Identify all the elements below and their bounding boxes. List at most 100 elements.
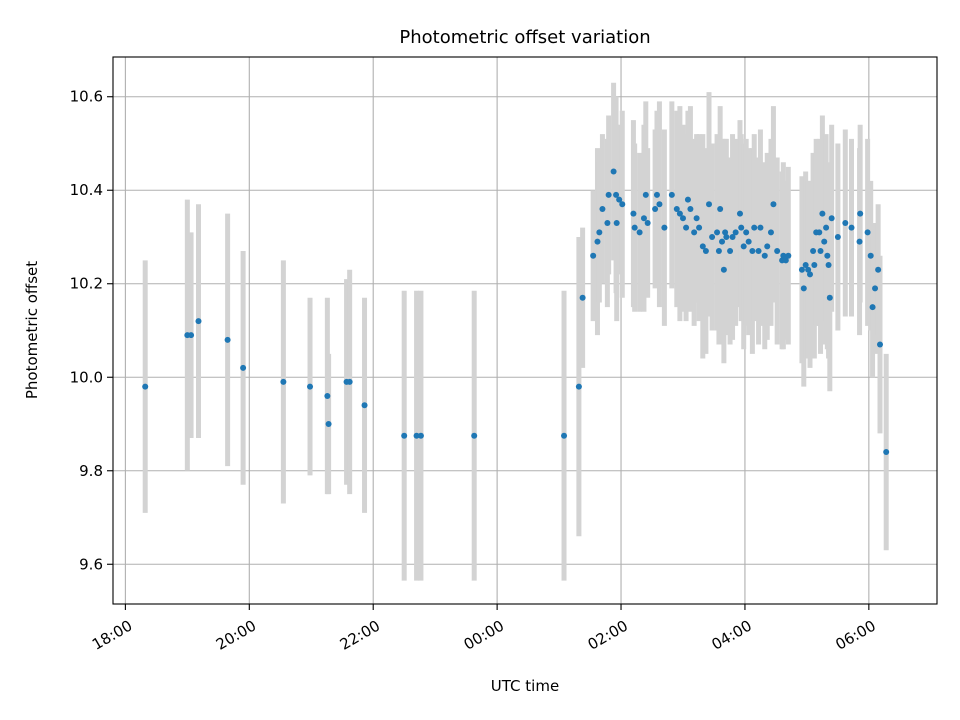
data-point (785, 252, 792, 259)
data-point (877, 341, 884, 348)
y-tick-label: 10.2 (70, 275, 103, 293)
x-axis-label: UTC time (491, 677, 559, 695)
data-point (661, 224, 668, 231)
data-point (805, 266, 812, 273)
data-point (780, 252, 787, 259)
data-point (653, 191, 660, 198)
data-point (613, 191, 620, 198)
error-bars (142, 82, 889, 581)
data-point (684, 196, 691, 203)
data-point (195, 318, 202, 325)
data-point (709, 233, 716, 240)
data-point (702, 248, 709, 255)
data-point (848, 224, 855, 231)
data-point (636, 229, 643, 236)
data-point (346, 378, 353, 385)
data-point (720, 266, 727, 273)
x-axis-ticks: 18:00 20:00 22:00 00:00 02:00 04:00 06:00 (89, 604, 879, 654)
data-point (575, 383, 582, 390)
data-point (821, 238, 828, 245)
data-point (613, 219, 620, 226)
data-point (719, 238, 726, 245)
data-point (579, 294, 586, 301)
data-point (714, 229, 721, 236)
data-point (727, 248, 734, 255)
data-point (561, 432, 568, 439)
data-point (640, 215, 647, 222)
data-point (706, 201, 713, 208)
data-point (872, 285, 879, 292)
data-point (723, 233, 730, 240)
data-point (823, 224, 830, 231)
data-point (687, 205, 694, 212)
data-point (280, 378, 287, 385)
data-point (729, 233, 736, 240)
data-point (819, 210, 826, 217)
data-point (668, 191, 675, 198)
data-point (757, 224, 764, 231)
data-point (834, 233, 841, 240)
data-point (867, 252, 874, 259)
data-point (590, 252, 597, 259)
data-point (857, 210, 864, 217)
data-point (869, 304, 876, 311)
data-point (798, 266, 805, 273)
x-tick-label: 00:00 (461, 617, 507, 654)
data-point (691, 229, 698, 236)
data-point (864, 229, 871, 236)
data-point (610, 168, 617, 175)
data-point (811, 262, 818, 269)
data-point (142, 383, 149, 390)
data-point (875, 266, 882, 273)
data-point (596, 229, 603, 236)
data-point (696, 224, 703, 231)
data-point (644, 219, 651, 226)
data-points (142, 168, 890, 456)
y-tick-label: 10.4 (70, 181, 103, 199)
data-point (616, 196, 623, 203)
chart-title: Photometric offset variation (399, 27, 650, 48)
data-point (604, 219, 611, 226)
data-point (774, 248, 781, 255)
data-point (715, 248, 722, 255)
data-point (188, 332, 195, 339)
plot-frame (112, 56, 938, 605)
data-point (856, 238, 863, 245)
data-point (307, 383, 314, 390)
data-point (683, 224, 690, 231)
data-point (599, 205, 606, 212)
y-axis-label: Photometric offset (23, 261, 41, 399)
x-tick-label: 02:00 (585, 617, 631, 654)
data-point (417, 432, 424, 439)
data-point (826, 294, 833, 301)
data-point (745, 238, 752, 245)
data-point (325, 421, 332, 428)
y-tick-label: 10.0 (70, 368, 103, 386)
data-point (810, 248, 817, 255)
data-point (240, 364, 247, 371)
data-point (413, 432, 420, 439)
x-tick-label: 20:00 (213, 617, 259, 654)
data-point (743, 229, 750, 236)
data-point (761, 252, 768, 259)
data-point (722, 229, 729, 236)
data-point (751, 224, 758, 231)
x-tick-label: 22:00 (337, 617, 383, 654)
data-point (736, 210, 743, 217)
data-point (324, 392, 331, 399)
data-point (828, 215, 835, 222)
data-point (770, 201, 777, 208)
data-point (605, 191, 612, 198)
data-point (842, 219, 849, 226)
data-point (471, 432, 478, 439)
data-point (224, 336, 231, 343)
y-tick-label: 9.6 (79, 555, 103, 573)
data-point (883, 449, 890, 456)
data-point (642, 191, 649, 198)
y-tick-label: 9.8 (79, 462, 103, 480)
data-point (717, 205, 724, 212)
data-point (630, 210, 637, 217)
data-point (361, 402, 368, 409)
data-point (782, 257, 789, 264)
data-point (732, 229, 739, 236)
